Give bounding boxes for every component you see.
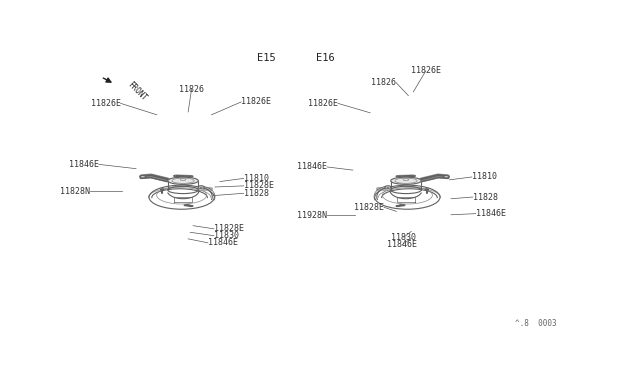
Ellipse shape <box>168 177 198 185</box>
Ellipse shape <box>412 175 415 177</box>
Text: 11826E: 11826E <box>91 99 121 108</box>
Text: 11830: 11830 <box>392 232 417 242</box>
Text: 11846E: 11846E <box>476 209 506 218</box>
Text: 11826E: 11826E <box>308 99 338 108</box>
Text: ^.8  0003: ^.8 0003 <box>515 319 556 328</box>
Text: 11828: 11828 <box>244 189 269 198</box>
Ellipse shape <box>198 188 204 190</box>
Text: 11826: 11826 <box>371 78 396 87</box>
Text: 11828: 11828 <box>473 193 498 202</box>
Ellipse shape <box>385 188 390 190</box>
Ellipse shape <box>396 205 399 206</box>
Text: 11846E: 11846E <box>297 163 327 171</box>
Ellipse shape <box>190 205 193 206</box>
Ellipse shape <box>396 176 399 177</box>
Text: E16: E16 <box>316 52 335 62</box>
Text: FRONT: FRONT <box>125 80 148 102</box>
Ellipse shape <box>173 175 177 177</box>
Text: 11846E: 11846E <box>387 240 417 249</box>
Ellipse shape <box>198 186 204 189</box>
Text: 11810: 11810 <box>472 173 497 182</box>
Text: 11826E: 11826E <box>241 97 271 106</box>
Text: 11828N: 11828N <box>60 187 90 196</box>
Text: 11828E: 11828E <box>244 182 274 190</box>
Text: 11826: 11826 <box>179 84 204 93</box>
Ellipse shape <box>385 186 391 189</box>
Text: 11810: 11810 <box>244 174 269 183</box>
Text: 11830: 11830 <box>214 231 239 240</box>
Ellipse shape <box>425 189 429 190</box>
Text: E15: E15 <box>257 52 275 62</box>
Text: 11846E: 11846E <box>69 160 99 169</box>
Ellipse shape <box>190 176 193 177</box>
Ellipse shape <box>184 205 188 206</box>
Ellipse shape <box>444 176 449 178</box>
Text: 11828E: 11828E <box>354 203 384 212</box>
Ellipse shape <box>390 177 421 185</box>
Text: 11828E: 11828E <box>214 224 244 233</box>
Ellipse shape <box>161 189 164 190</box>
Text: 11846E: 11846E <box>208 238 238 247</box>
Ellipse shape <box>401 205 405 206</box>
Ellipse shape <box>140 176 145 178</box>
Text: 11928N: 11928N <box>296 211 326 219</box>
Text: 11826E: 11826E <box>411 67 441 76</box>
